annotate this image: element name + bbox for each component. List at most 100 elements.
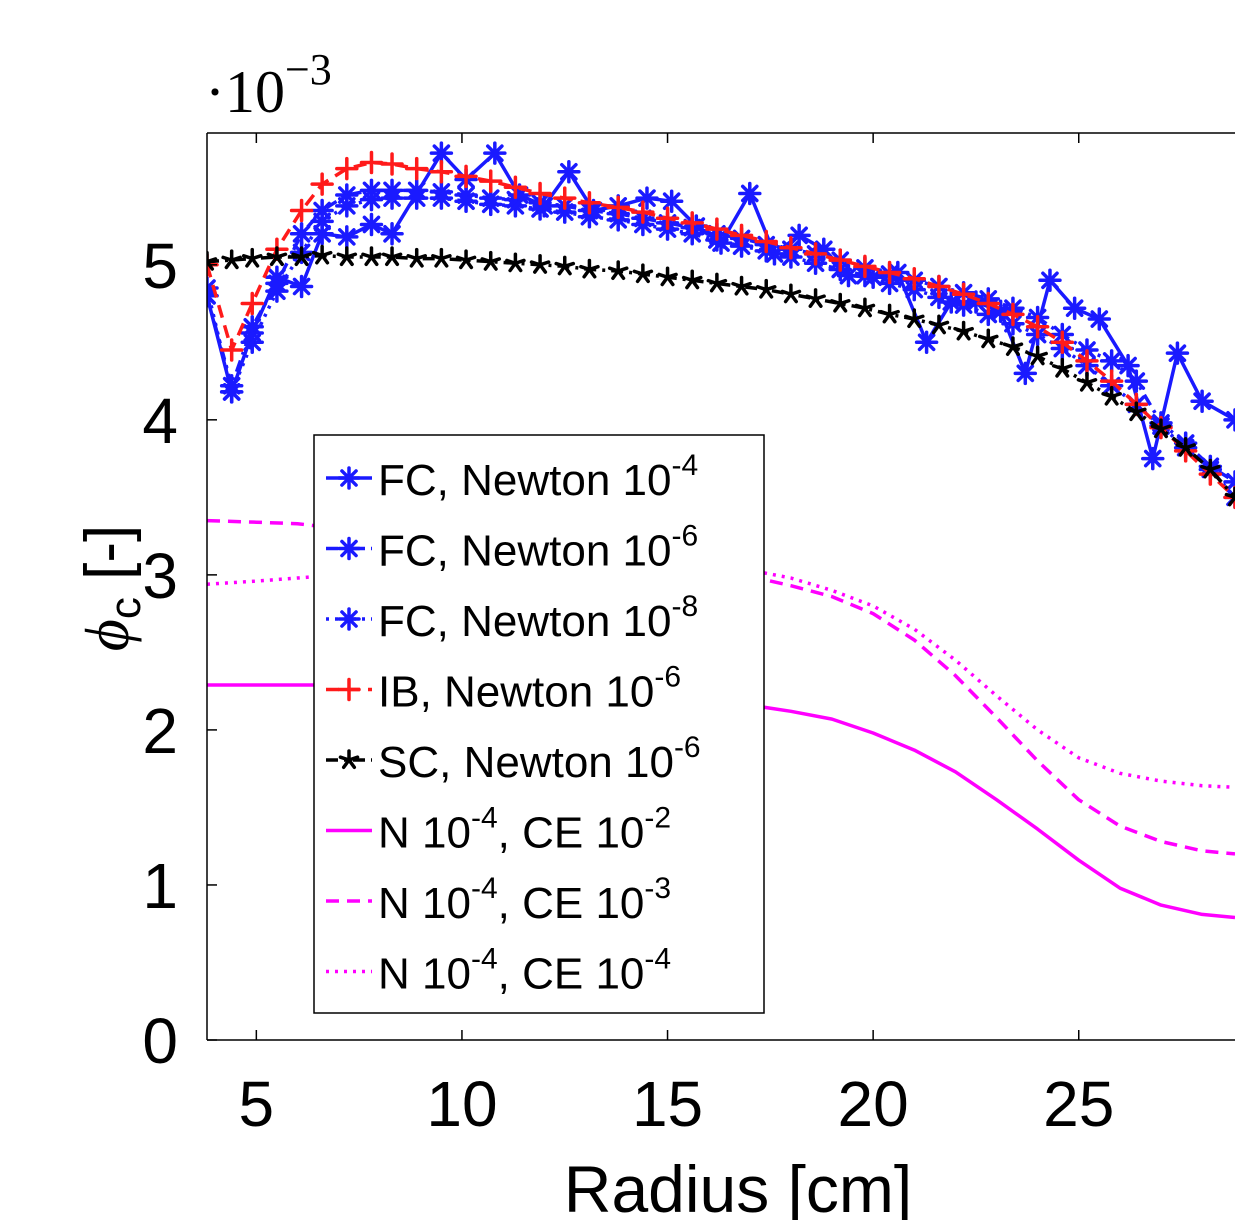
series-4-point-32 [951, 282, 976, 306]
y-axis-subscript: c [101, 597, 150, 619]
y-tick-label-3: 3 [142, 540, 178, 612]
series-5-point-12 [455, 249, 477, 270]
series-3-point-7 [335, 194, 359, 218]
series-1-point-41 [1223, 408, 1235, 432]
x-tick-label-20: 20 [838, 1068, 909, 1140]
series-5-point-32 [953, 320, 974, 341]
series-4-point-33 [976, 291, 1001, 316]
legend-entry-4: IB, Newton 10-6 [326, 661, 681, 717]
series-4-point-16 [552, 186, 577, 210]
series-5-point-8 [361, 246, 382, 267]
series-1-point-9 [380, 222, 404, 246]
series-1-point-40 [1190, 389, 1214, 413]
series-5-point-4 [266, 246, 288, 267]
series-5-point-3 [241, 247, 263, 268]
x-tick-label-10: 10 [426, 1068, 497, 1140]
series-3-point-3 [240, 330, 264, 355]
y-tick-label-4: 4 [142, 385, 178, 457]
series-4-point-7 [335, 156, 359, 181]
series-5 [207, 244, 1235, 507]
series-1-point-12 [483, 141, 507, 165]
legend-marker-1 [337, 466, 361, 490]
series-4-point-9 [380, 152, 404, 176]
series-5-point-26 [805, 288, 826, 308]
series-5-point-20 [657, 266, 678, 287]
legend-marker-2 [337, 536, 361, 561]
series-5-point-42 [1200, 458, 1221, 479]
series-5-point-23 [731, 275, 752, 296]
series-2-point-43 [1223, 470, 1235, 494]
series-5-point-37 [1076, 371, 1098, 392]
series-5-point-35 [1027, 345, 1048, 366]
series-4-point-29 [877, 260, 902, 285]
x-tick-label-25: 25 [1043, 1068, 1114, 1140]
legend-label-3: FC, Newton 10-8 [378, 590, 698, 646]
legend-marker-5 [338, 749, 360, 770]
series-3-point-8 [359, 187, 384, 212]
series-2-point-5 [289, 222, 314, 246]
legend-label-4: IB, Newton 10-6 [378, 661, 681, 717]
series-5-point-14 [505, 252, 526, 273]
series-4-point-17 [577, 191, 602, 215]
x-axis-label: Radius [cm] [564, 1152, 912, 1220]
series-4-point-25 [779, 235, 803, 260]
series-4-point-20 [655, 206, 680, 231]
series-4-point-23 [729, 223, 754, 248]
multiplier-exponent: −3 [285, 45, 332, 94]
series-5-point-19 [632, 263, 654, 284]
series-1-point-22 [738, 181, 762, 206]
series-1 [207, 141, 1235, 471]
series-1-point-10 [429, 141, 454, 165]
series-2-point-38 [1099, 349, 1124, 373]
series-3-point-19 [631, 212, 655, 237]
series-5-point-33 [977, 328, 999, 349]
axes: 5 10 15 20 25 0 1 2 3 4 5 [142, 132, 1235, 1140]
series-4-point-26 [803, 242, 828, 266]
legend-label-5: SC, Newton 10-6 [378, 731, 701, 787]
series-3-point-11 [429, 186, 454, 210]
series-4-point-30 [902, 266, 927, 291]
y-tick-label-5: 5 [142, 230, 178, 302]
series-1-point-36 [1087, 307, 1112, 331]
series-2-point-39 [1124, 369, 1149, 393]
series-3-point-6 [310, 209, 334, 234]
series-4-point-35 [1025, 315, 1050, 339]
x-tick-label-15: 15 [632, 1068, 703, 1140]
y-axis-unit: [-] [73, 525, 142, 597]
series-4-point-27 [828, 248, 852, 272]
series-3-point-13 [478, 192, 503, 217]
series-5-point-40 [1150, 418, 1172, 439]
y-tick-label-1: 1 [142, 850, 178, 922]
series-4-point-43 [1223, 485, 1235, 510]
legend-entry-7: N 10-4, CE 10-3 [326, 872, 671, 928]
legend-label-7: N 10-4, CE 10-3 [378, 872, 671, 928]
series-4-point-6 [310, 172, 334, 196]
series-4-point-11 [429, 160, 454, 184]
series-5-point-15 [529, 254, 551, 274]
legend-entry-1: FC, Newton 10-4 [326, 449, 698, 505]
series-5-point-5 [291, 246, 312, 267]
series-1-point-39 [1165, 341, 1190, 365]
legend-entry-2: FC, Newton 10-6 [326, 520, 698, 576]
series-4-point-21 [680, 211, 704, 235]
series-1-point-8 [359, 212, 384, 237]
series-5-point-18 [607, 260, 629, 281]
series-4-point-28 [853, 254, 877, 279]
series-4-point-15 [528, 181, 552, 206]
series-1-point-15 [557, 160, 581, 184]
series-5-point-30 [903, 308, 925, 329]
series-5-point-31 [928, 314, 950, 335]
series-4-point-22 [705, 217, 729, 241]
series-3-point-10 [404, 186, 429, 210]
series-5-point-6 [311, 244, 333, 265]
series-4-point-34 [1001, 302, 1025, 327]
series-5-point-13 [480, 250, 502, 271]
series-3-point-14 [503, 194, 528, 218]
series-5-point-25 [780, 283, 802, 304]
series-4-point-24 [754, 229, 778, 254]
series-5-point-38 [1101, 385, 1122, 406]
series-5-point-24 [755, 278, 777, 299]
series-1-point-33 [1013, 361, 1038, 386]
series-5-point-10 [406, 247, 428, 268]
y-tick-label-2: 2 [142, 695, 178, 767]
